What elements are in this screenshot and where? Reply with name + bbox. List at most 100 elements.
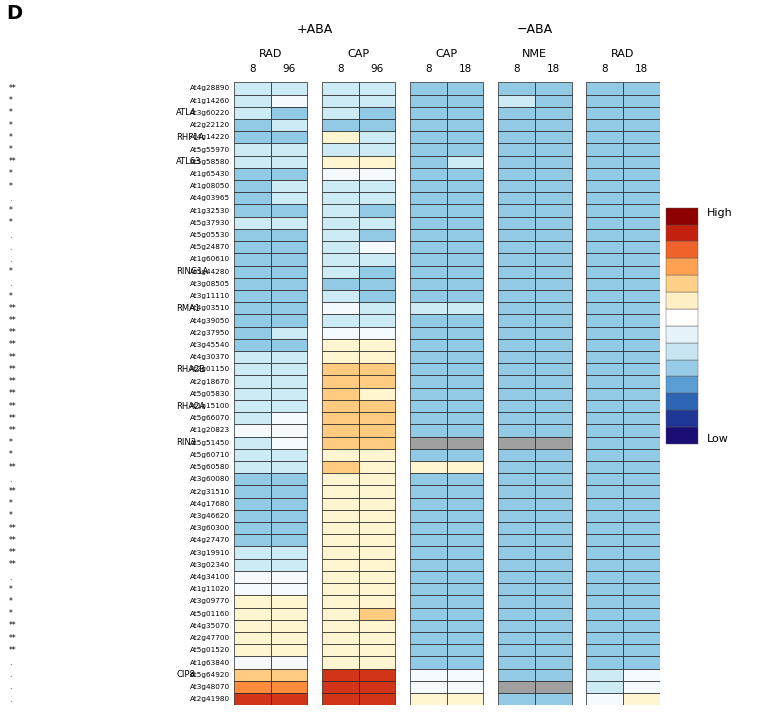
Bar [359, 278, 396, 290]
Bar [535, 595, 571, 608]
Bar [447, 387, 483, 400]
Bar [322, 107, 359, 119]
Bar [359, 595, 396, 608]
Bar [498, 253, 535, 266]
Bar [535, 95, 571, 107]
Bar [322, 290, 359, 302]
Bar [623, 375, 660, 387]
Text: 8: 8 [337, 64, 344, 74]
Bar [234, 461, 271, 473]
Bar [359, 558, 396, 571]
Bar [623, 168, 660, 180]
Bar [498, 632, 535, 644]
Text: At3g08505: At3g08505 [190, 281, 230, 287]
Bar [410, 155, 447, 168]
Bar [410, 290, 447, 302]
Bar [447, 363, 483, 375]
Bar [623, 400, 660, 412]
Text: **: ** [9, 561, 17, 569]
Text: At2g01150: At2g01150 [190, 367, 230, 372]
Bar [586, 375, 623, 387]
Bar [586, 205, 623, 217]
Bar [359, 205, 396, 217]
Text: CAP: CAP [347, 49, 370, 59]
Bar [447, 657, 483, 669]
Bar [447, 571, 483, 583]
Bar [410, 608, 447, 620]
Bar [322, 644, 359, 657]
Bar [410, 437, 447, 449]
Bar [322, 534, 359, 546]
Text: .: . [9, 194, 12, 203]
Bar [359, 253, 396, 266]
Text: RIN3: RIN3 [176, 438, 196, 448]
Bar [623, 107, 660, 119]
Bar [271, 143, 308, 155]
Bar [234, 351, 271, 363]
Bar [535, 363, 571, 375]
Bar [586, 571, 623, 583]
Bar [535, 669, 571, 681]
Bar [234, 595, 271, 608]
Text: At2g31510: At2g31510 [190, 488, 230, 495]
Bar [234, 143, 271, 155]
Text: At3g60300: At3g60300 [190, 525, 230, 531]
Bar [498, 217, 535, 229]
Bar [586, 278, 623, 290]
Bar [410, 473, 447, 485]
Bar [535, 425, 571, 437]
Bar [586, 95, 623, 107]
Text: At3g11110: At3g11110 [190, 293, 230, 299]
Bar [271, 681, 308, 693]
Bar [271, 217, 308, 229]
Bar [535, 657, 571, 669]
Bar [234, 253, 271, 266]
Text: .: . [9, 682, 12, 692]
Bar [623, 669, 660, 681]
Bar [359, 193, 396, 205]
Text: At1g20823: At1g20823 [190, 427, 230, 433]
Bar [410, 669, 447, 681]
Bar [410, 119, 447, 131]
Bar [322, 119, 359, 131]
Bar [359, 290, 396, 302]
Bar [498, 155, 535, 168]
Bar [586, 498, 623, 510]
Bar [535, 131, 571, 143]
Bar [586, 657, 623, 669]
Text: At5g24870: At5g24870 [190, 244, 230, 250]
Bar [623, 302, 660, 314]
Bar [322, 168, 359, 180]
Bar [623, 693, 660, 705]
Bar [535, 278, 571, 290]
Bar [410, 485, 447, 498]
Bar [623, 326, 660, 339]
Bar [410, 571, 447, 583]
Bar [586, 644, 623, 657]
Bar [410, 217, 447, 229]
Bar [447, 326, 483, 339]
Bar [271, 595, 308, 608]
Bar [498, 387, 535, 400]
Bar [271, 657, 308, 669]
Bar [535, 351, 571, 363]
Bar [234, 620, 271, 632]
Bar [322, 229, 359, 241]
Text: At5g51450: At5g51450 [190, 440, 230, 445]
Bar [271, 363, 308, 375]
Bar [447, 351, 483, 363]
Text: *: * [9, 499, 13, 508]
Bar [322, 473, 359, 485]
Bar [359, 351, 396, 363]
Bar [447, 522, 483, 534]
Bar [322, 375, 359, 387]
Bar [322, 278, 359, 290]
Text: At2g18670: At2g18670 [190, 379, 230, 384]
Text: At1g32530: At1g32530 [190, 208, 230, 213]
Text: *: * [9, 206, 13, 215]
Text: RING1A: RING1A [176, 267, 209, 276]
Text: RMA1: RMA1 [176, 304, 200, 313]
Bar [623, 437, 660, 449]
Bar [586, 351, 623, 363]
Bar [586, 583, 623, 595]
